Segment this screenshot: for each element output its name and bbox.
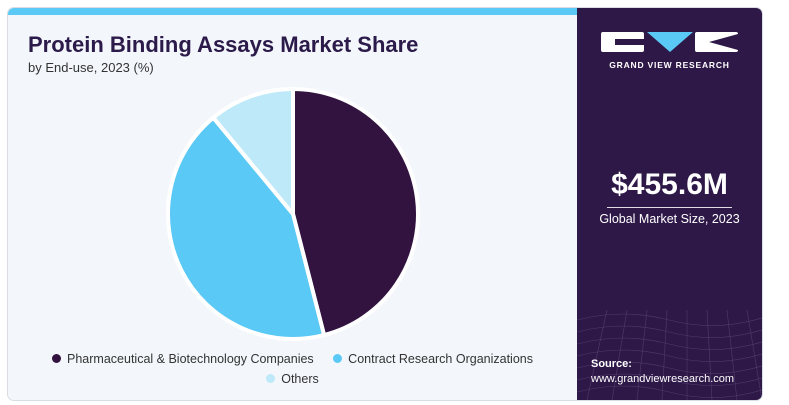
legend-swatch-others <box>266 374 276 383</box>
pie-slice-pharma <box>291 87 420 338</box>
chart-title: Protein Binding Assays Market Share <box>28 32 419 57</box>
brand-logo: GRAND VIEW RESEARCH <box>601 30 738 70</box>
legend-swatch-pharma <box>52 354 62 363</box>
sidebar-panel: GRAND VIEW RESEARCH $455.6M Global Marke… <box>577 8 762 400</box>
pie-slice-others <box>211 87 295 216</box>
legend-swatch-cro <box>333 354 343 363</box>
chart-panel: Protein Binding Assays Market Share by E… <box>8 8 577 400</box>
accent-bar <box>8 8 577 15</box>
market-size-value: $455.6M <box>611 168 728 201</box>
legend-label-others: Others <box>281 372 319 386</box>
chart-card: Protein Binding Assays Market Share by E… <box>8 8 762 400</box>
legend-item-pharma: Pharmaceutical & Biotechnology Companies <box>52 352 314 366</box>
wave-grid-decoration <box>577 309 762 400</box>
divider <box>607 207 732 208</box>
source-url[interactable]: www.grandviewresearch.com <box>591 373 735 385</box>
gvr-logo-icon <box>601 32 738 52</box>
legend-item-cro: Contract Research Organizations <box>333 352 533 366</box>
market-size-label: Global Market Size, 2023 <box>599 212 740 226</box>
chart-subtitle: by End-use, 2023 (%) <box>28 60 154 75</box>
pie-slice-cro <box>166 115 327 341</box>
legend-row-2: Others <box>8 372 577 386</box>
legend-label-pharma: Pharmaceutical & Biotechnology Companies <box>67 352 314 366</box>
source-block: Source: www.grandviewresearch.com <box>591 357 734 387</box>
source-label: Source: <box>591 358 632 370</box>
brand-name: GRAND VIEW RESEARCH <box>609 60 730 70</box>
pie-chart <box>166 87 420 341</box>
legend-label-cro: Contract Research Organizations <box>348 352 533 366</box>
legend-row-1: Pharmaceutical & Biotechnology Companies… <box>8 352 577 366</box>
legend-item-others: Others <box>266 372 319 386</box>
